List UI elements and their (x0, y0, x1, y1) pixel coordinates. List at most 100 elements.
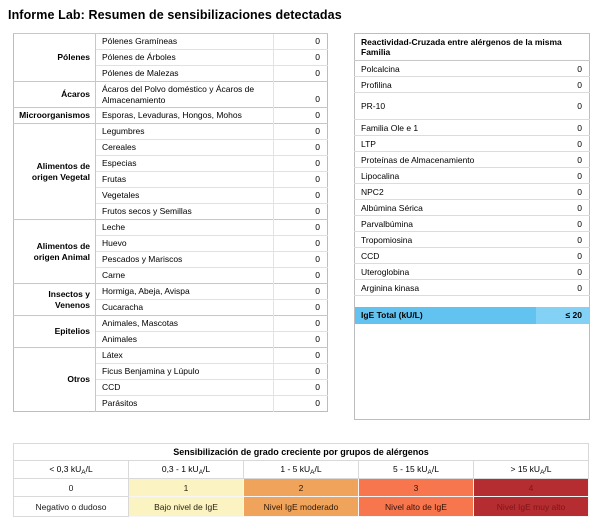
allergen-row: Pólenes de Malezas 0 (14, 65, 328, 82)
cross-allergen-value: 0 (577, 63, 583, 74)
cross-allergen-label: Lipocalina (354, 167, 536, 184)
legend-grade-cell: 0 (13, 478, 129, 497)
allergen-group-name: Alimentos de origen Animal (13, 219, 96, 284)
allergen-label: CCD (95, 379, 274, 396)
allergen-row: Epitelios Animales, Mascotas 0 (13, 315, 328, 348)
allergen-group-name: Otros (13, 347, 96, 412)
cross-reactivity-row: Albúmina Sérica 0 (354, 199, 590, 216)
allergen-label: Pólenes Gramíneas (95, 33, 274, 50)
cross-reactivity-row: Parvalbúmina 0 (354, 215, 590, 232)
cross-allergen-value: 0 (535, 279, 590, 296)
allergen-value: 0 (273, 187, 328, 204)
cross-allergen-value: 0 (535, 76, 590, 93)
legend-range-row: < 0,3 kUA/L 0,3 - 1 kUA/L 1 - 5 kUA/L 5 - 1… (13, 460, 590, 479)
allergen-row: Cereales 0 (14, 139, 328, 156)
allergen-row: Alimentos de origen Animal Leche 0 (13, 219, 328, 284)
allergen-value: 0 (273, 395, 328, 412)
allergen-label: Animales, Mascotas (95, 315, 274, 332)
report-tables: Pólenes Pólenes Gramíneas 0 Pólenes de Árbo… (13, 33, 591, 421)
allergen-label: Hormiga, Abeja, Avispa (95, 283, 274, 300)
cross-reactivity-row: NPC2 0 (354, 183, 590, 200)
allergen-group-name: Ácaros (13, 81, 96, 108)
cross-allergen-label: NPC2 (354, 183, 536, 200)
allergen-value: 0 (273, 283, 328, 300)
allergen-row: Frutas 0 (14, 171, 328, 188)
allergen-groups-table: Pólenes Pólenes Gramíneas 0 Pólenes de Árbo… (13, 33, 328, 412)
allergen-value: 0 (273, 379, 328, 396)
cross-allergen-label: Uteroglobina (354, 263, 536, 280)
allergen-row: Animales 0 (14, 331, 328, 348)
legend-range-cell: 1 - 5 kUA/L (243, 460, 359, 479)
allergen-value: 0 (273, 107, 328, 124)
legend-label-cell: Nivel IgE moderado (243, 496, 359, 517)
allergen-row: Frutos secos y Semillas 0 (14, 203, 328, 220)
allergen-label: Esporas, Levaduras, Hongos, Mohos (95, 107, 274, 124)
sensitization-legend-table: Sensibilización de grado creciente por g… (12, 443, 590, 517)
allergen-row: Pescados y Mariscos 0 (14, 251, 328, 268)
cross-allergen-label: Proteínas de Almacenamiento (354, 151, 536, 168)
cross-reactivity-row: Lipocalina 0 (354, 167, 590, 184)
allergen-row: Carne 0 (14, 267, 328, 284)
ige-total-label: IgE Total (kU/L) (354, 306, 536, 324)
cross-allergen-value: 0 (535, 119, 590, 136)
allergen-label: Pólenes de Árboles (95, 49, 274, 66)
allergen-label: Vegetales (95, 187, 274, 204)
allergen-label: Cucaracha (95, 299, 274, 316)
allergen-label: Pólenes de Malezas (95, 65, 274, 82)
allergen-group-name: Insectos y Venenos (13, 283, 96, 316)
allergen-value: 0 (273, 33, 328, 50)
cross-allergen-label: CCD (354, 247, 536, 264)
cross-allergen-value: 0 (535, 151, 590, 168)
allergen-row: Ficus Benjamina y Lúpulo 0 (14, 363, 328, 380)
allergen-label: Leche (95, 219, 274, 236)
allergen-label: Parásitos (95, 395, 274, 412)
legend-label-cell: Bajo nivel de IgE (128, 496, 244, 517)
cross-allergen-label: PR-10 (354, 92, 536, 120)
allergen-value: 0 (273, 315, 328, 332)
allergen-row: Especias 0 (14, 155, 328, 172)
cross-allergen-value: 0 (535, 92, 590, 120)
cross-allergen-label: Arginina kinasa (354, 279, 536, 296)
cross-reactivity-row: Polcalcina 0 (355, 61, 590, 77)
allergen-value: 0 (273, 171, 328, 188)
allergen-label: Látex (95, 347, 274, 364)
ige-total-row: IgE Total (kU/L) ≤ 20 (354, 306, 590, 324)
cross-allergen-label: Profilina (354, 76, 536, 93)
cross-reactivity-row: PR-10 0 (354, 92, 590, 120)
allergen-value: 0 (273, 331, 328, 348)
legend-range-cell: 5 - 15 kUA/L (358, 460, 474, 479)
allergen-value: 0 (273, 299, 328, 316)
allergen-group-name: Pólenes (13, 33, 96, 82)
cross-reactivity-row: Uteroglobina 0 (354, 263, 590, 280)
cross-allergen-value: 0 (535, 247, 590, 264)
legend-grade-cell: 3 (358, 478, 474, 497)
allergen-group-name: Alimentos de origen Vegetal (13, 123, 96, 220)
cross-allergen-value: 0 (535, 263, 590, 280)
allergen-value: 0 (273, 235, 328, 252)
cross-table-header: Reactividad-Cruzada entre alérgenos de l… (354, 33, 590, 62)
page-title: Informe Lab: Resumen de sensibilizacione… (8, 8, 342, 22)
legend-label-cell: Nivel IgE muy alto (472, 496, 590, 517)
allergen-value: 0 (273, 251, 328, 268)
allergen-label: Ácaros del Polvo doméstico y Ácaros de A… (95, 81, 274, 108)
allergen-label: Animales (95, 331, 274, 348)
allergen-label: Carne (95, 267, 274, 284)
cross-reactivity-row: CCD 0 (354, 247, 590, 264)
empty-area (355, 324, 590, 420)
cross-reactivity-row: Arginina kinasa 0 (354, 279, 590, 296)
legend-range-cell: < 0,3 kUA/L (13, 460, 129, 479)
cross-reactivity-row: Profilina 0 (354, 76, 590, 93)
legend-label-cell: Nivel alto de IgE (358, 496, 474, 517)
cross-reactivity-row: LTP 0 (354, 135, 590, 152)
allergen-row: Parásitos 0 (14, 395, 328, 412)
allergen-label: Pescados y Mariscos (95, 251, 274, 268)
ige-total-value: ≤ 20 (535, 306, 590, 324)
legend-title-row: Sensibilización de grado creciente por g… (12, 443, 590, 461)
cross-allergen-value: 0 (535, 183, 590, 200)
allergen-row: Huevo 0 (14, 235, 328, 252)
cross-allergen-label: Albúmina Sérica (354, 199, 536, 216)
allergen-row: Pólenes Pólenes Gramíneas 0 (13, 33, 328, 82)
